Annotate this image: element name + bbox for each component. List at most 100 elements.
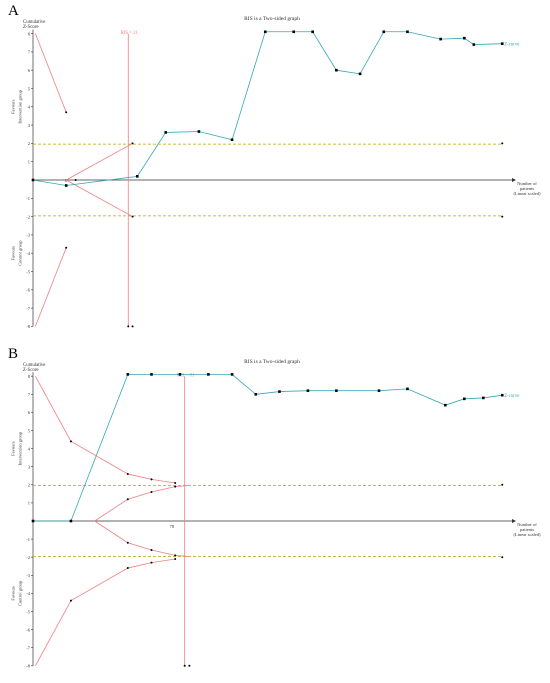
- y-tick-label: -7: [26, 306, 30, 311]
- favours-control-label-line: Favours: [11, 586, 16, 601]
- favours-control-label-line: Control group: [18, 240, 23, 266]
- y-tick-label: 4: [28, 105, 31, 110]
- y-tick-label: 6: [28, 410, 31, 415]
- y-axis-label-line: Cumulative: [23, 363, 45, 368]
- boundary-point: [174, 485, 177, 488]
- y-tick-label: 8: [28, 374, 31, 379]
- z-curve-label: Z-curve: [504, 42, 519, 47]
- sequential-boundary-upper: [34, 33, 67, 113]
- boundary-point: [131, 142, 134, 145]
- boundary-point: [126, 498, 129, 501]
- ris-label: RIS = 21: [121, 31, 139, 36]
- futility-boundary-lower: [65, 179, 133, 217]
- y-tick-label: 5: [28, 86, 31, 91]
- z-curve-label: Z-curve: [504, 394, 519, 399]
- z-curve-line: [32, 31, 503, 186]
- boundary-point: [69, 440, 72, 443]
- y-tick-label: -2: [26, 555, 30, 560]
- favours-control-label-line: Favours: [11, 246, 16, 261]
- y-tick-label: 3: [28, 123, 31, 128]
- boundary-point: [501, 215, 504, 218]
- boundary-point: [65, 111, 68, 114]
- boundary-point: [150, 548, 153, 551]
- y-tick-label: 5: [28, 428, 31, 433]
- boundary-point: [126, 472, 129, 475]
- z-curve-point: [69, 519, 73, 523]
- z-curve-point: [207, 373, 210, 376]
- panel-label: A: [8, 3, 19, 19]
- y-tick-label: -7: [26, 646, 30, 651]
- z-curve-point: [463, 397, 466, 401]
- y-tick-label: -1: [26, 537, 30, 542]
- x-axis-label-line: (Linear scaled): [513, 532, 541, 537]
- z-curve-point: [164, 131, 168, 134]
- boundary-point: [150, 491, 153, 494]
- z-curve-point: [230, 138, 234, 142]
- z-curve-point: [382, 30, 386, 34]
- z-curve-point: [358, 72, 362, 76]
- y-tick-label: -3: [26, 233, 30, 238]
- boundary-point: [150, 561, 153, 564]
- y-axis-label-line: Cumulative: [23, 20, 45, 25]
- z-curve-point: [150, 373, 153, 376]
- tsa-chart-b: RIS is a Two-sided graph 8 7 6 5 4 3 2 1 -1 -2 -3 -4…: [11, 359, 542, 669]
- z-curve-line: [33, 373, 503, 522]
- favours-intervention-label-line: Favours: [11, 441, 16, 456]
- y-tick-label: 2: [28, 141, 30, 146]
- y-tick-label: -4: [26, 591, 30, 596]
- sequential-boundary-lower: [34, 247, 67, 327]
- x-axis-arrow: [512, 178, 516, 182]
- boundary-point: [131, 215, 134, 218]
- y-axis-label-line: Z-Score: [23, 25, 38, 30]
- x-axis-label-line: patients: [520, 527, 534, 532]
- z-curve-point: [500, 42, 504, 45]
- boundary-point: [174, 481, 177, 484]
- x-axis-label-line: patients: [520, 186, 534, 191]
- y-tick-label: -6: [26, 627, 30, 632]
- sequential-boundary-lower: [35, 558, 176, 666]
- z-curve-point: [31, 519, 35, 523]
- z-curve-point: [335, 68, 338, 72]
- favours-control-label: Favours Control group: [11, 240, 23, 266]
- z-curve-point: [500, 393, 504, 397]
- boundary-point: [188, 664, 191, 667]
- boundary-point: [174, 554, 177, 557]
- y-tick-label: -2: [26, 214, 30, 219]
- ris-line-end: [127, 325, 130, 328]
- favours-intervention-label-line: Favours: [11, 99, 16, 114]
- z-curve-point: [406, 30, 409, 34]
- z-curve-point: [377, 389, 381, 392]
- y-tick-label: 7: [28, 392, 31, 397]
- sequential-boundary-upper: [35, 376, 176, 484]
- y-tick-label: -8: [26, 664, 30, 669]
- z-curve-point: [306, 389, 310, 392]
- z-curve-point: [178, 373, 182, 376]
- z-curve-point: [254, 393, 258, 396]
- y-tick-label: 6: [28, 68, 31, 73]
- y-tick-label: -1: [26, 196, 30, 201]
- panel-label: B: [8, 346, 19, 362]
- y-tick-label: 7: [28, 50, 31, 55]
- boundary-point: [150, 478, 153, 481]
- z-curve-point: [439, 37, 442, 41]
- chart-title: RIS is a Two-sided graph: [244, 16, 300, 22]
- favours-intervention-label-line: Intervention group: [18, 431, 23, 465]
- favours-intervention-label: Favours Intervention group: [11, 431, 23, 465]
- x-axis-label-line: (Linear scaled): [513, 191, 541, 196]
- tsa-panel-b: B RIS is a Two-sided graph 8 7 6 5 4 3 2 1 -1 -2 -3…: [0, 342, 550, 683]
- x-axis-label-line: Number of: [517, 181, 537, 186]
- z-curve-point: [406, 387, 409, 391]
- y-tick-label: 8: [28, 31, 31, 36]
- x-tick-label: 78: [170, 524, 175, 529]
- tsa-panel-a: A RIS is a Two-sided graph 8 7 6 5 4 3 2 1 -1 -2 -3…: [8, 3, 542, 329]
- z-curve-point: [444, 403, 447, 407]
- futility-boundary-upper: [94, 485, 190, 522]
- boundary-point: [74, 179, 77, 181]
- futility-boundary-lower: [94, 520, 190, 557]
- z-curve-point: [482, 396, 485, 400]
- tsa-chart-a: RIS is a Two-sided graph 8 7 6 5 4 3 2 1 -1 -2 -3 -4…: [11, 16, 542, 329]
- chart-title: RIS is a Two-sided graph: [244, 359, 300, 365]
- favours-intervention-label: Favours Intervention group: [11, 89, 23, 123]
- z-curve-point: [263, 30, 267, 34]
- ris-label: RIS = 81: [177, 374, 195, 379]
